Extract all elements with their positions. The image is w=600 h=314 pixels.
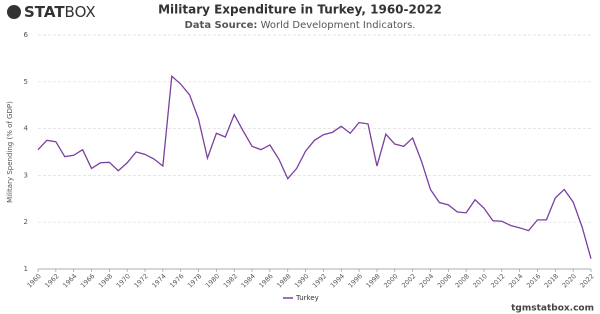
y-tick-label: 2 xyxy=(24,218,28,226)
y-tick-label: 5 xyxy=(24,78,28,86)
chart-title: Military Expenditure in Turkey, 1960-202… xyxy=(158,3,442,17)
logo-bold: STAT xyxy=(24,3,65,21)
y-tick-label: 3 xyxy=(24,171,28,179)
y-tick-label: 1 xyxy=(24,265,28,273)
chart-subtitle: Data Source: World Development Indicator… xyxy=(185,20,416,31)
data-line xyxy=(37,74,592,259)
source-label: Data Source: xyxy=(185,20,258,31)
y-tick-label: 4 xyxy=(24,125,29,133)
logo-light: BOX xyxy=(65,3,96,21)
logo-text: STATBOX xyxy=(24,3,96,21)
source: World Development Indicators. xyxy=(261,20,416,31)
legend-label: Turkey xyxy=(295,294,319,302)
y-axis-label: Military Spending (% of GDP) xyxy=(6,101,14,203)
footer: tgmstatbox.com xyxy=(511,304,594,314)
logo-icon xyxy=(7,5,21,19)
y-tick-label: 6 xyxy=(24,31,29,39)
logo: STATBOX xyxy=(7,3,96,21)
